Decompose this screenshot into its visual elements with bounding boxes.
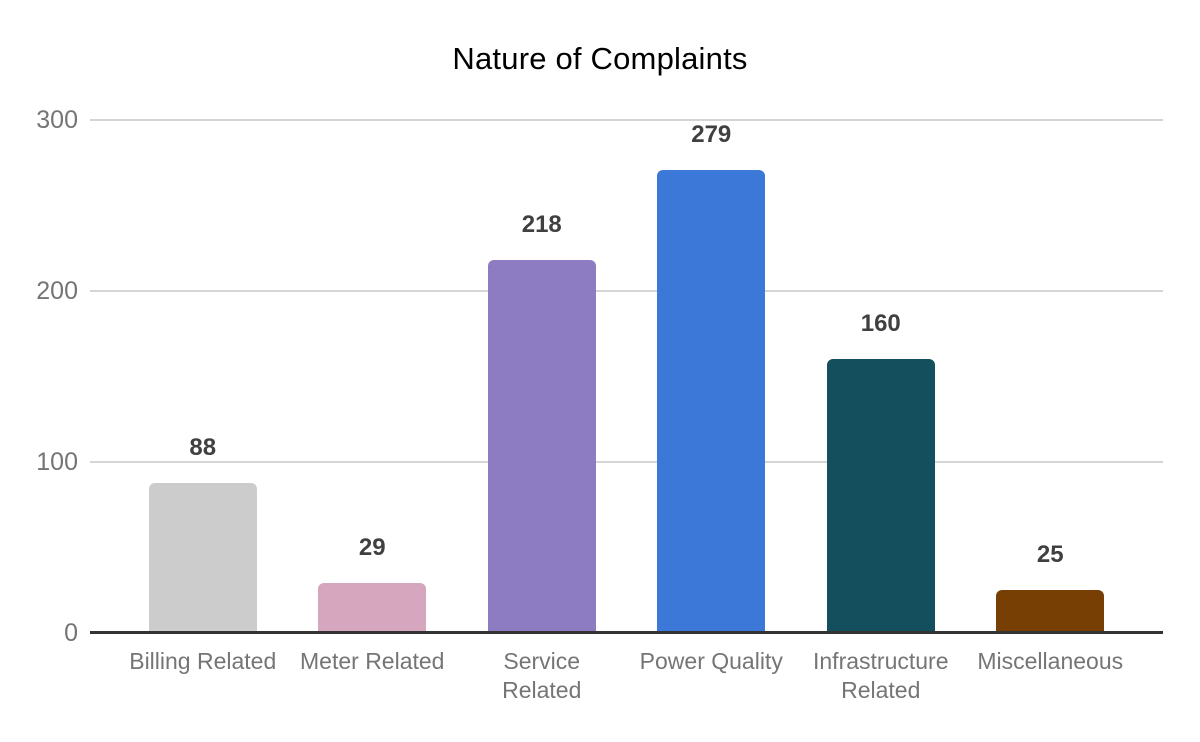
bar-column: 88	[118, 120, 288, 633]
plot-area: 88 29 218 279 160 25 Billing Related Meter Rel…	[90, 119, 1163, 703]
bar-column: 279	[627, 120, 797, 633]
x-axis-label-line: Meter Related	[300, 648, 445, 674]
x-axis-category-label: Service Related	[457, 647, 627, 705]
bars-row: 88 29 218 279 160 25	[118, 120, 1135, 633]
bar-column: 218	[457, 120, 627, 633]
bar-column: 25	[966, 120, 1136, 633]
x-axis-category-label: Power Quality	[627, 647, 797, 705]
x-axis-label-line: Power Quality	[639, 648, 783, 674]
x-axis-label-line: Service	[503, 648, 581, 674]
bar	[148, 482, 257, 633]
x-axis-category-label: Miscellaneous	[966, 647, 1136, 705]
y-tick-label: 100	[36, 448, 78, 476]
y-tick-label: 300	[36, 106, 78, 134]
gridline-200	[90, 290, 1163, 293]
gridline-300	[90, 119, 1163, 121]
y-axis-labels: 0 100 200 300	[0, 107, 78, 646]
bar	[657, 170, 766, 633]
bar-value-label: 88	[189, 433, 217, 461]
bar-value-label: 218	[521, 211, 562, 239]
x-axis-category-label: Infrastructure Related	[796, 647, 966, 705]
bar-value-label: 29	[358, 534, 386, 562]
x-axis-category-label: Billing Related	[118, 647, 288, 705]
bar	[487, 260, 596, 633]
chart-title: Nature of Complaints	[452, 41, 748, 76]
x-axis-label-line: Miscellaneous	[977, 648, 1124, 674]
y-tick-label: 0	[64, 619, 78, 647]
x-axis-label-line: Related	[841, 677, 921, 703]
x-axis-label-line: Infrastructure	[813, 648, 949, 674]
y-tick-label: 200	[36, 277, 78, 305]
x-axis-labels: Billing Related Meter Related Service Relat…	[118, 633, 1135, 705]
x-axis-line	[90, 631, 1163, 634]
bar-value-label: 160	[860, 310, 901, 338]
bar	[996, 590, 1105, 633]
bar-column: 29	[288, 120, 458, 633]
bar-value-label: 279	[691, 121, 732, 148]
bar	[318, 583, 427, 633]
bar-value-label: 25	[1036, 541, 1064, 569]
x-axis-label-line: Related	[502, 677, 582, 703]
gridline-100	[90, 461, 1163, 464]
x-axis-category-label: Meter Related	[288, 647, 458, 705]
x-axis-label-line: Billing Related	[129, 648, 277, 674]
bar-column: 160	[796, 120, 966, 633]
bar	[826, 359, 935, 633]
